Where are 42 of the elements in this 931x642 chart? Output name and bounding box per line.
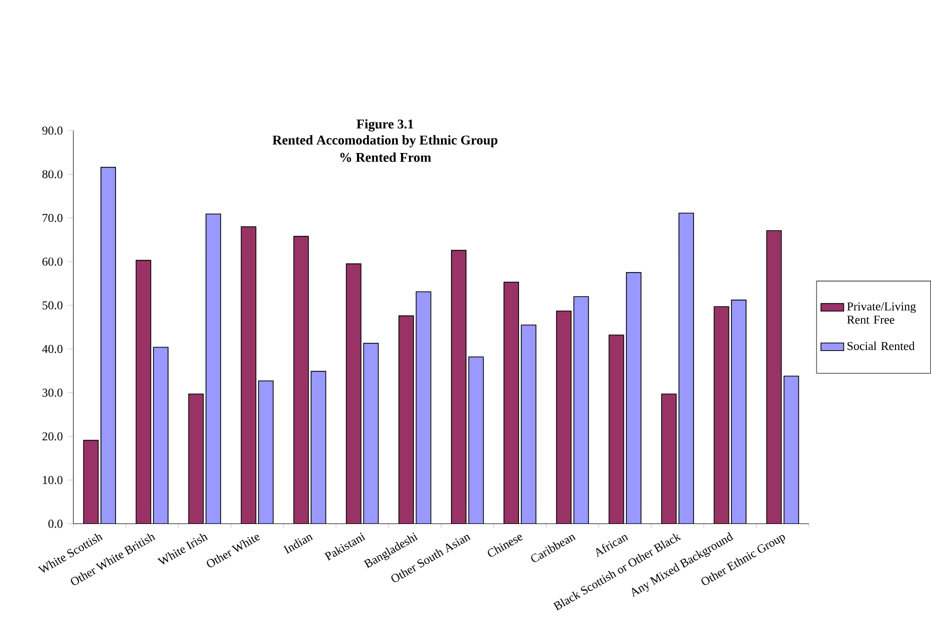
- bar: [766, 230, 782, 524]
- y-tick-label: 70.0: [42, 214, 62, 222]
- y-tick-label: 0.0: [48, 519, 62, 528]
- bar: [714, 306, 730, 524]
- y-tick-label: 60.0: [42, 257, 62, 266]
- legend-label: Social Rented: [848, 341, 915, 350]
- bar: [573, 296, 589, 524]
- bar: [504, 282, 520, 524]
- bar: [678, 212, 694, 524]
- y-tick-label: 20.0: [42, 432, 62, 440]
- bar: [206, 213, 222, 524]
- y-tick-label: 50.0: [42, 301, 62, 310]
- bar: [398, 315, 414, 524]
- chart-title: Figure 3.1: [356, 118, 414, 132]
- bar: [136, 260, 152, 524]
- x-tick-label: Indian: [283, 534, 314, 554]
- bar: [608, 334, 624, 524]
- bar: [416, 291, 432, 524]
- x-tick-label: Other White: [206, 534, 260, 568]
- y-tick-label: 90.0: [42, 126, 62, 134]
- bar: [626, 272, 642, 524]
- chart-subtitle: Rented Accomodation by Ethnic Group: [272, 135, 498, 148]
- bar: [188, 393, 204, 524]
- annotation: % Rented From: [340, 152, 432, 162]
- y-tick-label: 30.0: [42, 388, 62, 397]
- bar: [556, 310, 572, 524]
- bar: [784, 376, 800, 524]
- bar: [451, 250, 466, 524]
- bar: [83, 440, 99, 524]
- bar: [153, 346, 169, 524]
- bar: [310, 370, 326, 524]
- bar: [520, 324, 536, 524]
- y-tick-label: 40.0: [42, 344, 62, 353]
- bar: [731, 300, 747, 524]
- bar: [468, 356, 484, 524]
- y-tick-label: 10.0: [42, 476, 62, 484]
- legend-label: Private/Living Rent Free: [847, 302, 916, 324]
- y-tick-label: 80.0: [42, 170, 62, 178]
- bar: [661, 393, 677, 524]
- bar: [363, 342, 379, 524]
- bar: [258, 380, 274, 524]
- bar: [100, 166, 116, 524]
